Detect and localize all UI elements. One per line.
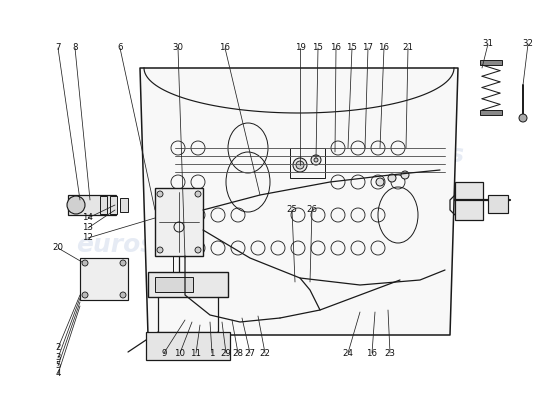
Text: 12: 12 [82, 234, 94, 242]
Text: 4: 4 [55, 370, 60, 378]
Text: 28: 28 [233, 348, 244, 358]
Circle shape [67, 196, 85, 214]
Circle shape [376, 178, 384, 186]
Polygon shape [140, 68, 458, 335]
Text: 19: 19 [295, 44, 305, 52]
Bar [155, 277, 193, 292]
Text: 17: 17 [362, 44, 373, 52]
Circle shape [388, 174, 396, 182]
Text: 27: 27 [245, 348, 256, 358]
Text: 20: 20 [52, 244, 63, 252]
Text: 13: 13 [82, 224, 94, 232]
Text: 31: 31 [482, 40, 493, 48]
Text: 32: 32 [522, 40, 534, 48]
Text: 16: 16 [366, 348, 377, 358]
Bar [68, 195, 116, 215]
Bar [455, 182, 483, 220]
Text: 26: 26 [306, 206, 317, 214]
Text: 6: 6 [117, 44, 123, 52]
Text: 2: 2 [55, 344, 60, 352]
Bar [488, 195, 508, 213]
Text: 5: 5 [55, 362, 60, 370]
Circle shape [120, 292, 126, 298]
Text: 15: 15 [346, 44, 358, 52]
Text: 16: 16 [378, 44, 389, 52]
Text: 22: 22 [260, 348, 271, 358]
Circle shape [401, 171, 409, 179]
Text: 15: 15 [312, 44, 323, 52]
Text: 1: 1 [209, 348, 214, 358]
Text: 11: 11 [190, 348, 201, 358]
Circle shape [157, 247, 163, 253]
Text: eurospares: eurospares [76, 233, 234, 257]
Text: 3: 3 [55, 354, 60, 362]
Text: 9: 9 [161, 348, 167, 358]
Text: 25: 25 [287, 206, 298, 214]
Text: 24: 24 [343, 348, 354, 358]
Circle shape [195, 247, 201, 253]
Text: 14: 14 [82, 214, 94, 222]
Bar [100, 196, 107, 214]
Text: eurospares: eurospares [306, 143, 464, 167]
Circle shape [311, 155, 321, 165]
Text: 8: 8 [72, 44, 78, 52]
Circle shape [314, 158, 318, 162]
Text: 29: 29 [221, 348, 232, 358]
Bar [120, 198, 128, 212]
Circle shape [157, 191, 163, 197]
Circle shape [82, 292, 88, 298]
Circle shape [293, 158, 307, 172]
Text: 16: 16 [219, 44, 230, 52]
Text: 16: 16 [331, 44, 342, 52]
Text: 7: 7 [55, 44, 60, 52]
Circle shape [120, 260, 126, 266]
Text: 21: 21 [403, 44, 414, 52]
Bar [480, 110, 502, 115]
Bar [148, 272, 228, 297]
Circle shape [296, 161, 304, 169]
Text: 23: 23 [384, 348, 395, 358]
Bar [480, 60, 502, 65]
Circle shape [195, 191, 201, 197]
Bar [110, 196, 117, 214]
Bar [290, 148, 325, 178]
Bar [155, 188, 203, 256]
Bar [80, 258, 128, 300]
Text: 30: 30 [173, 44, 184, 52]
Text: 10: 10 [174, 348, 185, 358]
Bar [146, 332, 230, 360]
Circle shape [519, 114, 527, 122]
Circle shape [82, 260, 88, 266]
